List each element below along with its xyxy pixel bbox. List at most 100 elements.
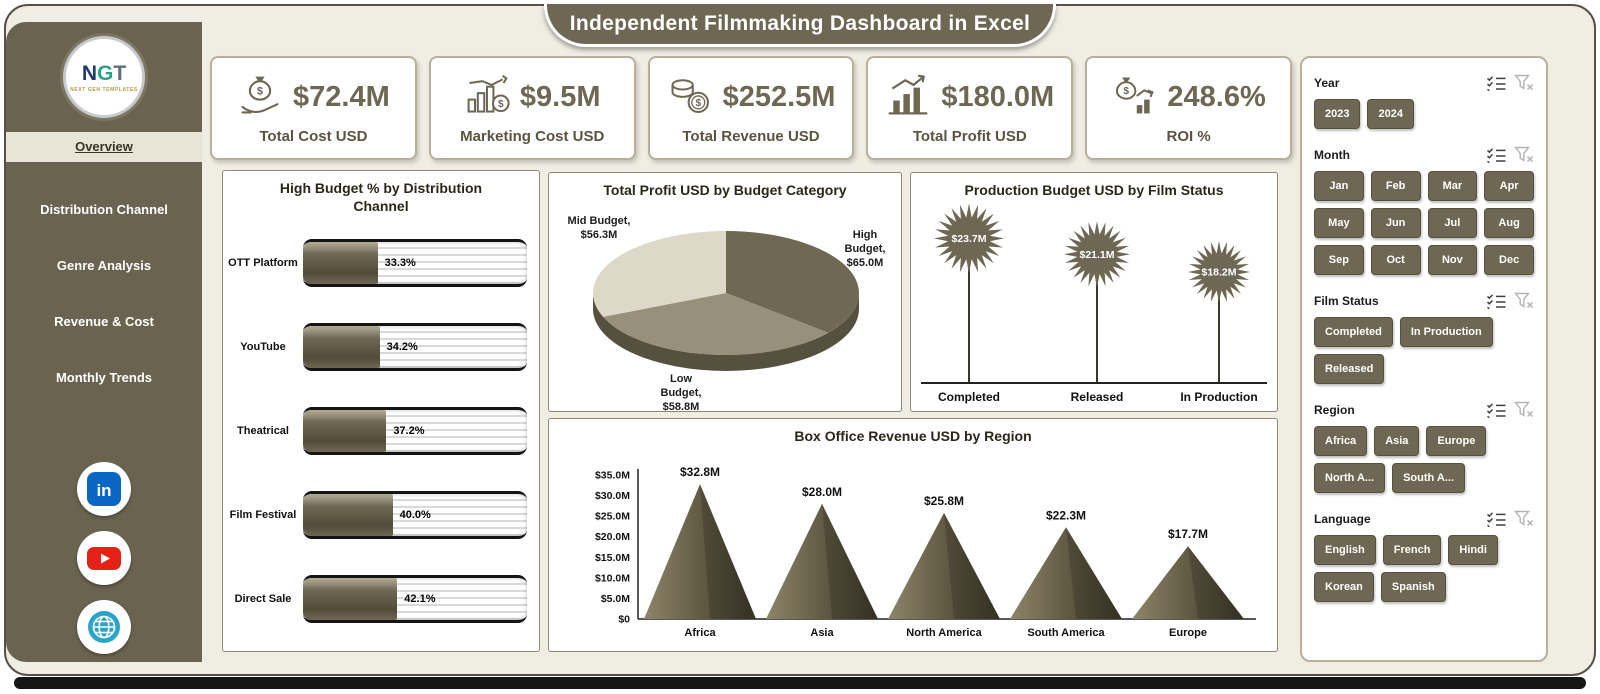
kpi-label: Total Profit USD [912,127,1027,145]
sidebar-item-revenue-cost[interactable]: Revenue & Cost [54,314,154,329]
slicer-header: Month [1314,146,1534,163]
x-axis-label: Completed [938,390,1000,404]
sidebar-item-genre-analysis[interactable]: Genre Analysis [56,258,152,273]
coins-icon: $ [667,72,713,123]
clear-filter-icon[interactable] [1514,510,1534,527]
slicer-option-jan[interactable]: Jan [1314,171,1364,201]
slicer-option-jun[interactable]: Jun [1370,208,1421,238]
chart-region-revenue: Box Office Revenue USD by Region $0 $5.0M… [548,418,1278,652]
slicer-option-hindi[interactable]: Hindi [1448,535,1498,565]
logo-letter: G [97,61,114,85]
slicer-options: English French Hindi Korean Spanish [1314,535,1534,602]
chart-title: Production Budget USD by Film Status [964,182,1224,198]
slicer-region: Region Africa Asia Europe North A... South A.… [1314,401,1534,493]
multi-select-icon[interactable] [1486,402,1507,418]
web-icon[interactable] [77,600,131,654]
slicer-option-north-a[interactable]: North A... [1314,463,1386,493]
bar-value-label: 33.3% [384,257,416,270]
slicer-option-africa[interactable]: Africa [1314,426,1368,456]
star-burst [1187,241,1251,304]
kpi-value: $252.5M [722,80,836,113]
bar-fill [303,410,387,453]
slicer-option-sep[interactable]: Sep [1314,245,1364,275]
bar-fill [303,494,393,537]
slicer-option-dec[interactable]: Dec [1484,245,1534,275]
clear-filter-icon[interactable] [1514,401,1534,418]
star-value-label: $21.1M [1079,249,1114,261]
slicer-option-aug[interactable]: Aug [1484,208,1534,238]
svg-text:$: $ [695,98,701,109]
pyramid-africa [644,484,756,620]
bar-category-label: YouTube [240,341,286,354]
kpi-value: $9.5M [519,80,601,113]
multi-select-icon[interactable] [1486,75,1507,91]
bar-fill [303,578,398,621]
x-axis-label: In Production [1180,390,1257,404]
slicer-option-spanish[interactable]: Spanish [1380,572,1446,602]
slicer-option-asia[interactable]: Asia [1374,426,1420,456]
slicer-option-feb[interactable]: Feb [1370,171,1421,201]
bar-track: 34.2% [303,323,527,372]
sidebar-item-monthly-trends[interactable]: Monthly Trends [55,370,153,385]
slicer-option-english[interactable]: English [1314,535,1376,565]
chart-title: Total Profit USD by Budget Category [603,182,847,198]
slicer-options: 2023 2024 [1314,99,1534,129]
slicer-option-released[interactable]: Released [1314,354,1385,384]
youtube-icon[interactable] [77,531,131,585]
slicer-option-nov[interactable]: Nov [1427,245,1478,275]
x-axis-label: South America [1027,627,1105,639]
clear-filter-icon[interactable] [1514,146,1534,163]
slicer-option-2023[interactable]: 2023 [1314,99,1361,129]
pyramid-shade [1066,527,1122,620]
slicer-option-europe[interactable]: Europe [1426,426,1487,456]
linkedin-icon[interactable]: in [77,462,131,516]
slicer-option-in-production[interactable]: In Production [1399,317,1493,347]
multi-select-icon[interactable] [1486,293,1507,309]
bar-chart-rows: OTT Platform 33.3% YouTube 34.2% Theatrical 3… [223,221,539,641]
clear-filter-icon[interactable] [1514,292,1534,309]
page-title: Independent Filmmaking Dashboard in Exce… [569,12,1031,35]
bottom-bar [14,677,1586,689]
ngt-logo-caption: NEXT GEN TEMPLATES [70,86,138,93]
logo-letter: N [81,61,97,85]
bar-category-label: Direct Sale [234,593,292,606]
sidebar-item-overview[interactable]: Overview [6,132,202,162]
sidebar: NGT NEXT GEN TEMPLATES Overview Distribut… [6,22,202,662]
slicer-title: Year [1314,75,1340,90]
x-axis-label: North America [906,627,982,639]
slicer-option-jul[interactable]: Jul [1427,208,1478,238]
slicer-option-mar[interactable]: Mar [1427,171,1478,201]
slicer-option-may[interactable]: May [1314,208,1364,238]
kpi-card-total-revenue-usd: $ $252.5M Total Revenue USD [647,56,855,160]
multi-select-icon[interactable] [1486,147,1507,163]
slicer-option-south-a[interactable]: South A... [1392,463,1466,493]
slicer-options: Africa Asia Europe North A... South A... [1314,426,1534,493]
slicer-option-apr[interactable]: Apr [1484,171,1534,201]
slicer-option-oct[interactable]: Oct [1370,245,1421,275]
clear-filter-icon[interactable] [1514,74,1534,91]
y-tick-label: $15.0M [595,552,630,564]
x-axis-label: Europe [1169,627,1207,639]
star-chart-area: $23.7M $21.1M $18.2M Completed Released In Pr… [911,201,1277,413]
kpi-label: Total Revenue USD [682,127,820,145]
slicer-option-korean[interactable]: Korean [1314,572,1374,602]
multi-select-icon[interactable] [1486,511,1507,527]
bar-value-label: 40.0% [399,509,431,522]
pie-slice-low-budget [603,293,828,356]
bar-fill [303,242,378,285]
slicer-title: Region [1314,402,1355,417]
slicer-option-2024[interactable]: 2024 [1367,99,1414,129]
x-axis-label: Africa [684,627,716,639]
pie-callout-low-budget: Low Budget, $58.8M [660,373,702,413]
pyramid-value-label: $28.0M [802,485,842,499]
pyramid-shade [822,503,878,620]
sidebar-nav: Overview Distribution Channel Genre Analys… [6,132,202,386]
sidebar-item-distribution-channel[interactable]: Distribution Channel [40,202,168,217]
bar-category-label: Film Festival [229,509,297,522]
slicer-option-french[interactable]: French [1382,535,1442,565]
pie-callout-mid-budget: Mid Budget, $56.3M [567,215,631,241]
slicer-option-completed[interactable]: Completed [1314,317,1393,347]
bar-value-label: 42.1% [404,593,436,606]
star-value-label: $23.7M [951,233,986,245]
